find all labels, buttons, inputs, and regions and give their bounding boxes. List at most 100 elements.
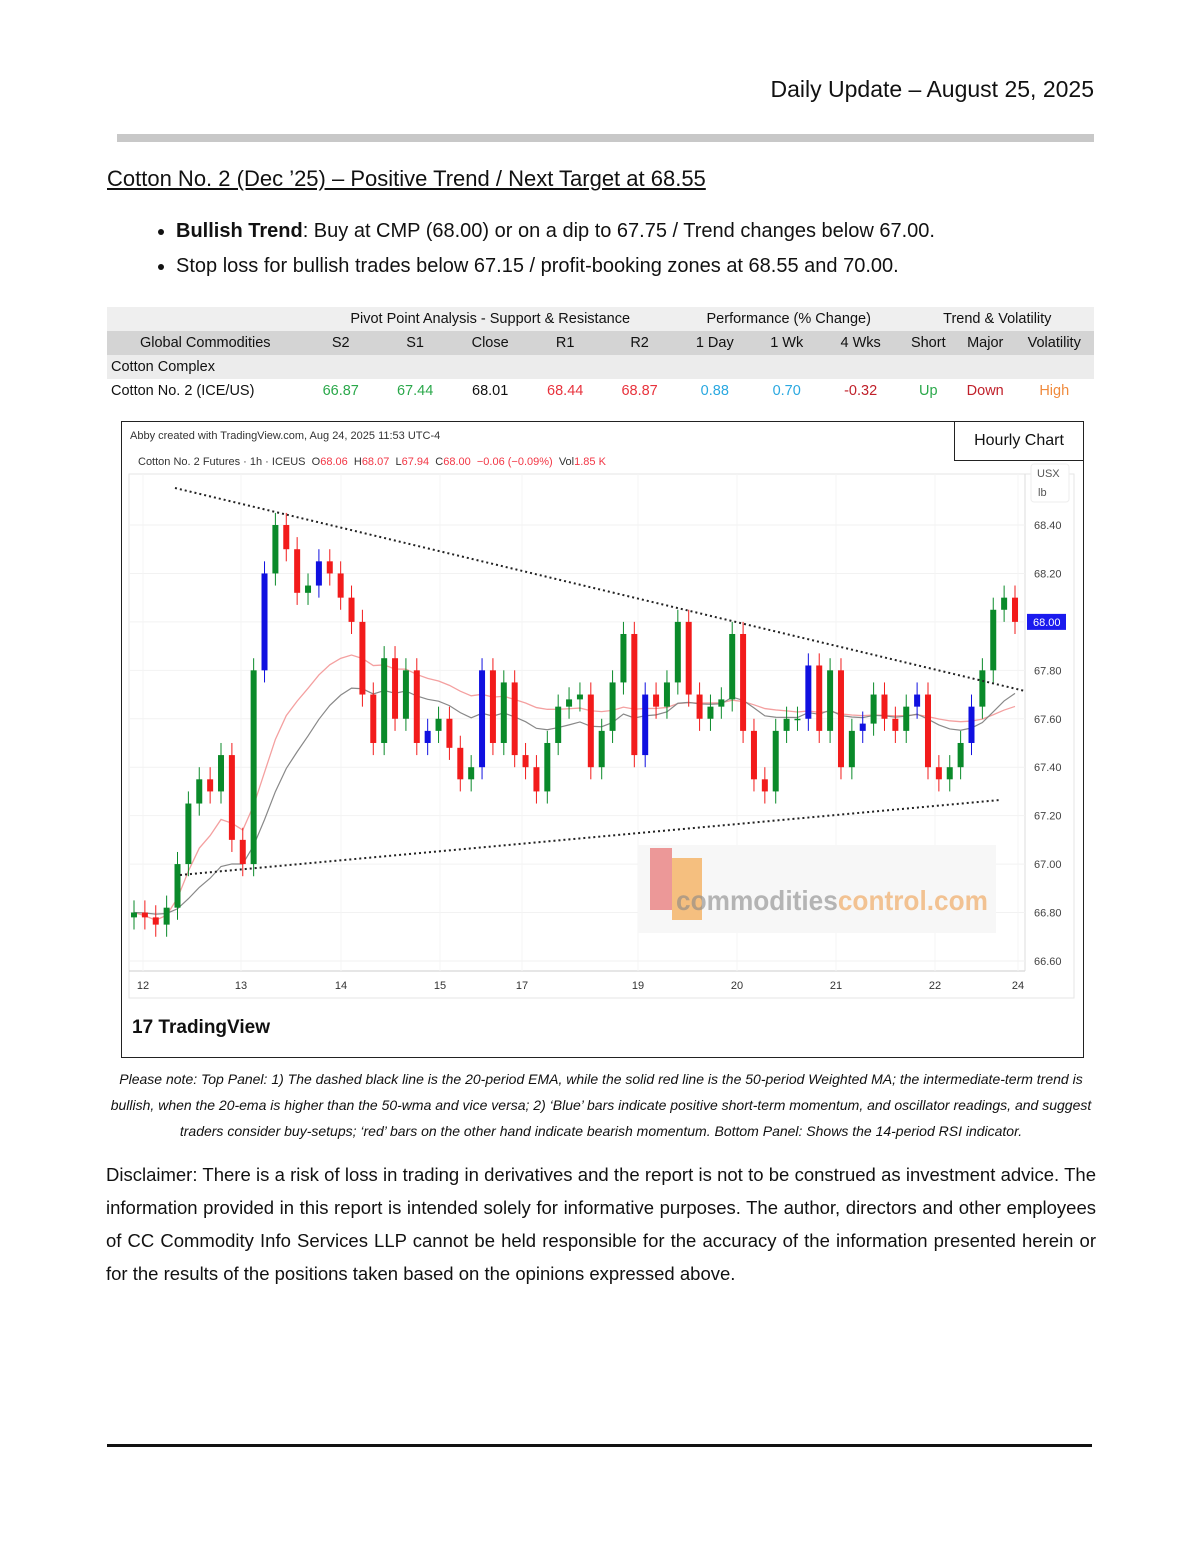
x-tick-label: 22 — [929, 980, 941, 992]
x-tick-label: 24 — [1012, 980, 1024, 992]
x-tick-label: 17 — [516, 980, 528, 992]
candle-body — [837, 670, 844, 768]
group-header: Performance (% Change) — [676, 307, 901, 331]
candle-body — [576, 694, 583, 700]
candle-body — [979, 670, 986, 707]
candle-body — [489, 670, 496, 743]
y-tick-label: 66.60 — [1034, 956, 1062, 968]
chart-symbol-line: Cotton No. 2 Futures · 1h · ICEUS O68.06… — [138, 456, 606, 468]
section-label: Cotton Complex — [107, 355, 1094, 379]
open-value: 68.06 — [320, 456, 348, 468]
c-label: C — [435, 456, 444, 468]
candle-body — [729, 633, 736, 700]
candle-body — [827, 670, 834, 731]
currency-label: USX — [1037, 468, 1060, 480]
table-cell: 66.87 — [322, 383, 359, 399]
table-cell: 68.87 — [621, 383, 658, 399]
table-cell: 68.01 — [472, 383, 509, 399]
candle-body — [283, 525, 290, 550]
candle-body — [924, 694, 931, 768]
candle-body — [392, 658, 399, 719]
column-header: S1 — [377, 331, 453, 355]
candle-body — [446, 718, 453, 748]
candle-body — [848, 730, 855, 768]
column-header: Volatility — [1014, 331, 1094, 355]
candle-body — [750, 730, 757, 780]
unit-label: lb — [1038, 487, 1047, 499]
watermark-logo — [672, 858, 702, 920]
group-header-row: Pivot Point Analysis - Support & Resista… — [107, 307, 1094, 331]
column-header: Major — [955, 331, 1015, 355]
x-tick-label: 13 — [235, 980, 247, 992]
candle-body — [805, 665, 812, 719]
candle-body — [413, 670, 420, 743]
candle-body — [685, 621, 692, 695]
table-cell: Up — [919, 383, 938, 399]
chart-frame — [121, 421, 1084, 1058]
candle-body — [196, 779, 203, 804]
watermark-logo — [650, 848, 672, 910]
candle-body — [533, 767, 540, 792]
h-label: H — [353, 456, 362, 468]
footer-rule — [107, 1444, 1092, 1447]
candle-body — [816, 665, 823, 731]
candle-body — [370, 694, 377, 743]
hourly-chart-label: Hourly Chart — [954, 421, 1084, 461]
candle-body — [511, 682, 518, 756]
candle-body — [305, 585, 312, 593]
candle-body — [587, 694, 594, 768]
candle-body — [935, 767, 942, 780]
candle-body — [294, 549, 301, 593]
table-cell: 0.88 — [700, 383, 729, 399]
candle-body — [272, 525, 279, 574]
candle-body — [1001, 597, 1008, 610]
candle-body — [261, 573, 268, 671]
candle-body — [783, 718, 790, 731]
high-value: 68.07 — [361, 456, 390, 468]
column-header-row: Global Commodities S2 S1 Close R1 R2 1 Day 1 Wk… — [107, 331, 1094, 355]
section-row: Cotton Complex — [107, 355, 1094, 379]
bullet-text: Stop loss for bullish trades below 67.15… — [176, 255, 899, 277]
table-row: Cotton No. 2 (ICE/US) 66.87 67.44 68.01 68.4… — [107, 379, 1094, 403]
symbol: Cotton No. 2 Futures · 1h · ICEUS — [138, 456, 306, 468]
o-label: O — [311, 456, 321, 468]
candle-body — [598, 730, 605, 768]
candle-body — [740, 633, 747, 731]
candle-body — [468, 767, 475, 780]
column-header: R1 — [528, 331, 603, 355]
candle-body — [500, 682, 507, 743]
candle-body — [228, 755, 235, 840]
bullet-item: Stop loss for bullish trades below 67.15… — [176, 255, 935, 278]
l-label: L — [395, 456, 402, 468]
candle-body — [892, 718, 899, 731]
candle-body — [914, 694, 921, 707]
candle-body — [903, 706, 910, 731]
candle-body — [359, 621, 366, 695]
candle-body — [163, 907, 170, 925]
table-cell: 67.44 — [396, 383, 434, 399]
column-header: Short — [900, 331, 956, 355]
candle-body — [631, 633, 638, 756]
candle-body — [881, 694, 888, 719]
x-tick-label: 12 — [137, 980, 149, 992]
bullet-text: : Buy at CMP (68.00) or on a dip to 67.7… — [302, 220, 935, 242]
candle-body — [990, 609, 997, 671]
blank — [107, 307, 304, 331]
candle-body — [642, 694, 649, 756]
table-cell: High — [1039, 383, 1070, 399]
candle-body — [859, 723, 866, 731]
candle-body — [479, 670, 486, 768]
y-tick-label: 66.80 — [1034, 908, 1062, 920]
y-tick-label: 68.40 — [1034, 520, 1062, 532]
table-cell: 68.44 — [547, 383, 584, 399]
column-header: 4 Wks — [820, 331, 901, 355]
ema-20-line — [133, 687, 1016, 915]
volume-value: 1.85 K — [574, 456, 606, 468]
candle-body — [870, 694, 877, 724]
candle-body — [946, 767, 953, 780]
candle-body — [174, 864, 181, 908]
candle-body — [185, 803, 192, 865]
column-header: 1 Day — [676, 331, 753, 355]
bullet-item: Bullish Trend: Buy at CMP (68.00) or on … — [176, 220, 935, 243]
y-tick-label: 67.20 — [1034, 811, 1062, 823]
